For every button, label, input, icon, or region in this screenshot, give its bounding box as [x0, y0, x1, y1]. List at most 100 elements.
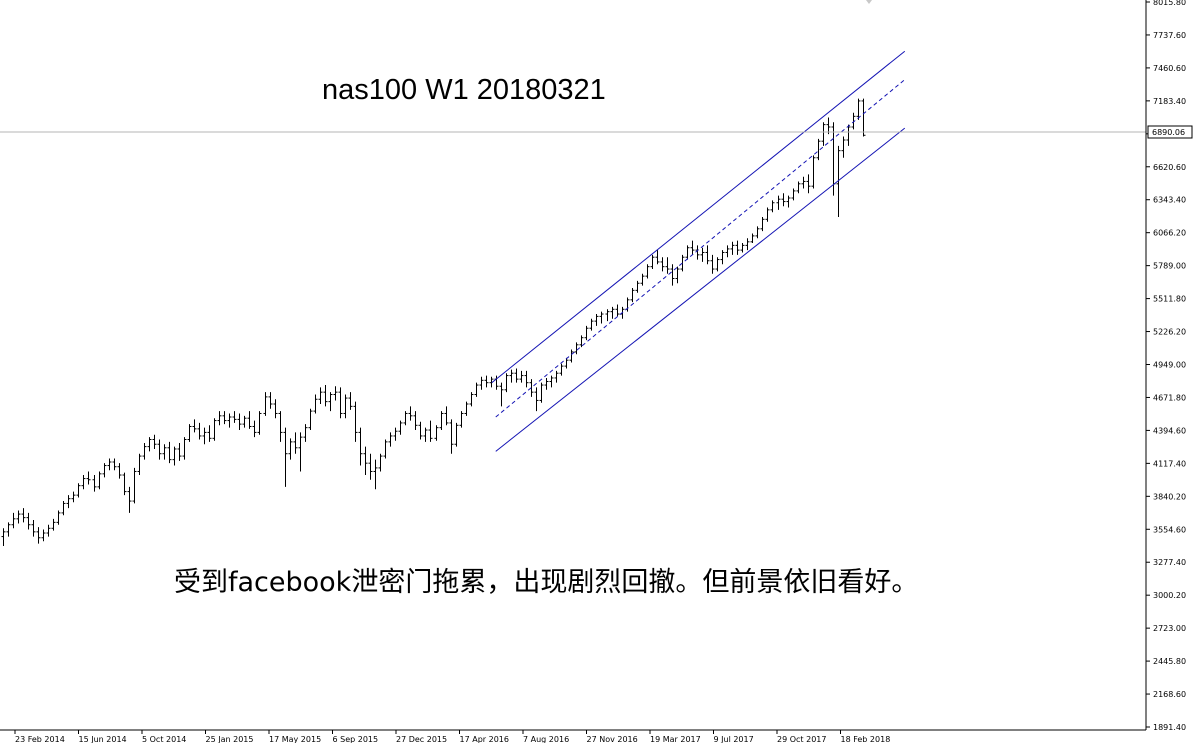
- ohlc-bar: [66, 495, 71, 509]
- y-tick-label: 3000.20: [1153, 591, 1186, 600]
- ohlc-bar: [605, 309, 610, 322]
- y-tick-label: 4394.60: [1153, 426, 1186, 435]
- ohlc-bar: [499, 382, 504, 407]
- ohlc-bar: [861, 98, 866, 137]
- regression-channel: [491, 50, 906, 452]
- ohlc-bar: [6, 522, 11, 537]
- y-tick-label: 7183.40: [1153, 97, 1186, 106]
- ohlc-bar: [132, 467, 137, 504]
- ohlc-bar: [610, 306, 615, 319]
- ohlc-bar: [56, 510, 61, 525]
- ohlc-bar: [413, 411, 418, 431]
- y-tick-label: 7737.60: [1153, 31, 1186, 40]
- ohlc-bar: [408, 406, 413, 421]
- y-tick-label: 6343.40: [1153, 196, 1186, 205]
- x-tick-label: 9 Jul 2017: [714, 735, 754, 743]
- ohlc-bar: [242, 415, 247, 428]
- ohlc-bar: [192, 419, 197, 433]
- x-tick-label: 29 Oct 2017: [777, 735, 826, 743]
- ohlc-bar: [393, 427, 398, 441]
- y-tick-label: 7460.60: [1153, 64, 1186, 73]
- ohlc-bar: [378, 453, 383, 472]
- ohlc-bar: [102, 463, 107, 478]
- ohlc-bar: [303, 424, 308, 442]
- y-tick-label: 4671.80: [1153, 393, 1186, 402]
- x-axis: 23 Feb 2014 15 Jun 2014 5 Oct 2014 25 Jan 2…: [14, 730, 891, 743]
- ohlc-bar: [434, 425, 439, 441]
- ohlc-bar: [529, 379, 534, 397]
- y-tick-label: 2168.60: [1153, 690, 1186, 699]
- ohlc-bar: [640, 273, 645, 286]
- ohlc-bar: [781, 193, 786, 207]
- ohlc-bar: [177, 443, 182, 461]
- ohlc-bar: [836, 145, 841, 217]
- ohlc-bar: [811, 155, 816, 189]
- x-tick-label: 25 Jan 2015: [206, 735, 254, 743]
- ohlc-bar: [343, 394, 348, 419]
- ohlc-bar: [745, 238, 750, 251]
- y-tick-label: 4949.00: [1153, 361, 1186, 370]
- y-tick-label: 5226.20: [1153, 328, 1186, 337]
- ohlc-bar: [599, 311, 604, 324]
- x-tick-label: 27 Nov 2016: [587, 735, 638, 743]
- ohlc-bar: [383, 439, 388, 459]
- ohlc-bar: [373, 459, 378, 490]
- ohlc-bar: [755, 226, 760, 239]
- ohlc-bar: [519, 370, 524, 383]
- chart-annotation: 受到facebook泄密门拖累，出现剧烈回撤。但前景依旧看好。: [174, 567, 919, 598]
- ohlc-bar: [725, 245, 730, 258]
- y-tick-label: 6066.20: [1153, 229, 1186, 238]
- ohlc-bar: [263, 392, 268, 416]
- ohlc-bar: [46, 524, 51, 537]
- ohlc-bar: [368, 453, 373, 480]
- ohlc-bar: [323, 385, 328, 407]
- y-axis: 8015.80 7737.60 7460.60 7183.40 6890.06 6620.…: [1146, 0, 1186, 732]
- ohlc-bar: [801, 176, 806, 189]
- ohlc-bar: [439, 411, 444, 431]
- ohlc-bar: [544, 377, 549, 390]
- ohlc-bar: [147, 437, 152, 452]
- ohlc-bar: [630, 287, 635, 303]
- ohlc-bar: [464, 401, 469, 416]
- ohlc-bar: [826, 117, 831, 135]
- x-tick-label: 23 Feb 2014: [15, 735, 65, 743]
- ohlc-bar: [137, 453, 142, 476]
- ohlc-bar: [418, 421, 423, 440]
- ohlc-bar: [31, 520, 36, 537]
- ohlc-bar: [61, 501, 66, 516]
- ohlc-bar: [187, 424, 192, 442]
- ohlc-bar: [92, 475, 97, 492]
- ohlc-bar: [685, 245, 690, 260]
- ohlc-bar: [589, 318, 594, 331]
- ohlc-bar: [172, 446, 177, 466]
- ohlc-bar: [454, 422, 459, 447]
- y-tick-label: 3277.40: [1153, 558, 1186, 567]
- ohlc-bar: [524, 370, 529, 388]
- ohlc-bar: [182, 437, 187, 460]
- ohlc-bar: [428, 420, 433, 442]
- ohlc-bar: [273, 399, 278, 419]
- current-price-label: 6890.06: [1152, 128, 1185, 137]
- ohlc-bar: [594, 314, 599, 326]
- ohlc-bar: [76, 483, 81, 498]
- ohlc-bar: [142, 443, 147, 460]
- y-tick-label: 1891.40: [1153, 723, 1186, 732]
- ohlc-bar: [846, 124, 851, 146]
- ohlc-bar: [16, 510, 21, 524]
- ohlc-bar: [469, 392, 474, 407]
- y-tick-label: 2445.80: [1153, 657, 1186, 666]
- ohlc-bar: [278, 411, 283, 442]
- channel-upper-line: [491, 50, 906, 384]
- ohlc-bar: [283, 427, 288, 487]
- ohlc-bar: [670, 264, 675, 286]
- ohlc-bar: [710, 254, 715, 274]
- ohlc-bar: [474, 382, 479, 397]
- x-tick-label: 18 Feb 2018: [841, 735, 891, 743]
- y-tick-label: 3554.60: [1153, 525, 1186, 534]
- ohlc-bar: [41, 529, 46, 542]
- ohlc-bar: [313, 394, 318, 414]
- ohlc-bar: [539, 382, 544, 403]
- ohlc-bar: [348, 392, 353, 410]
- ohlc-bar: [333, 386, 338, 401]
- ohlc-bar: [127, 486, 132, 513]
